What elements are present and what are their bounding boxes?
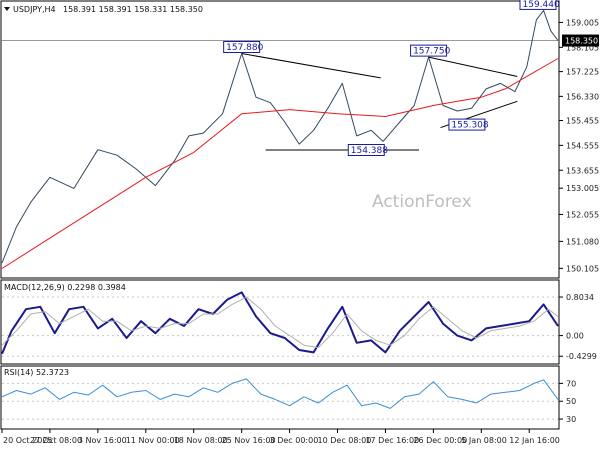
trendline (428, 56, 518, 77)
price-label-box (448, 118, 486, 131)
y-tick-label: 157.225 (566, 68, 599, 77)
x-tick-label: 26 Dec 00:00 (413, 436, 467, 445)
price-label-text: 157.750 (413, 47, 450, 57)
y-tick-label: 152.055 (566, 210, 599, 219)
price-axis: 150.105 151.080 152.055 153.005 153.655 154.5… (2, 18, 599, 273)
macd-panel (0, 279, 560, 365)
x-tick-label: 10 Dec 08:00 (318, 436, 372, 445)
macd-signal-line (1, 296, 559, 349)
x-tick-label: 3 Nov 16:00 (78, 436, 127, 445)
current-price-tag (562, 34, 599, 47)
y-tick-label: 155.455 (566, 117, 599, 126)
price-label-box (410, 44, 448, 57)
y-tick-label: 150.105 (566, 264, 599, 273)
macd-axis: 0.8034 0.00 -0.4299 (2, 293, 597, 361)
x-tick-label: 27 Oct 08:00 (30, 436, 82, 445)
price-annotations: 157.880 157.750 154.388 155.308 159.440 (223, 0, 560, 157)
y-tick-label: 30 (566, 415, 576, 424)
x-tick-label: 25 Nov 16:00 (222, 436, 276, 445)
price-panel (0, 0, 560, 279)
x-tick-label: 5 Jan 08:00 (461, 436, 507, 445)
y-tick-label: 50 (566, 397, 576, 406)
macd-title: MACD(12,26,9) 0.2298 0.3984 (4, 283, 126, 292)
price-label-box (347, 144, 385, 157)
price-header: USDJPY,H4 158.391 158.391 158.331 158.35… (4, 5, 203, 14)
symbol-label: USDJPY,H4 (13, 5, 56, 14)
y-tick-label: 70 (566, 379, 576, 388)
watermark: ActionForex (372, 192, 472, 212)
triangle-down-icon (4, 7, 10, 11)
y-tick-label: 151.080 (566, 237, 599, 246)
rsi-panel (0, 365, 560, 430)
current-price-label: 158.350 (565, 37, 598, 46)
price-label-text: 155.308 (451, 121, 488, 131)
price-label-text: 154.388 (351, 146, 388, 156)
y-tick-label: 159.005 (566, 18, 599, 27)
x-tick-label: 3 Dec 00:00 (270, 436, 319, 445)
price-series (1, 9, 559, 269)
y-tick-label: 156.330 (566, 92, 599, 101)
price-line (1, 9, 559, 264)
y-tick-label: 0.00 (566, 332, 584, 341)
rsi-axis: 70 50 30 (2, 379, 576, 424)
quote-label: 158.391 158.391 158.331 158.350 (63, 5, 203, 14)
y-tick-label: 158.105 (566, 43, 599, 52)
macd-series (1, 291, 559, 355)
moving-average-line (1, 58, 559, 269)
price-label-text: 157.880 (226, 43, 263, 53)
price-label-text: 159.440 (523, 0, 560, 10)
macd-line (1, 291, 559, 355)
rsi-line (1, 378, 559, 409)
x-tick-label: 20 Oct 2025 (3, 436, 52, 445)
trendline (241, 53, 381, 79)
price-label-box (223, 41, 261, 54)
y-tick-label: 153.005 (566, 184, 599, 193)
rsi-title: RSI(14) 52.3723 (4, 368, 69, 377)
rsi-series (1, 378, 559, 409)
y-tick-label: -0.4299 (566, 352, 597, 361)
x-tick-label: 12 Jan 16:00 (509, 436, 560, 445)
x-tick-label: 18 Nov 08:00 (174, 436, 228, 445)
price-label-box (519, 0, 557, 10)
y-tick-label: 154.555 (566, 141, 599, 150)
y-tick-label: 0.8034 (566, 293, 594, 302)
x-tick-label: 11 Nov 00:00 (126, 436, 180, 445)
x-tick-label: 17 Dec 16:00 (365, 436, 419, 445)
y-tick-label: 153.655 (566, 166, 599, 175)
